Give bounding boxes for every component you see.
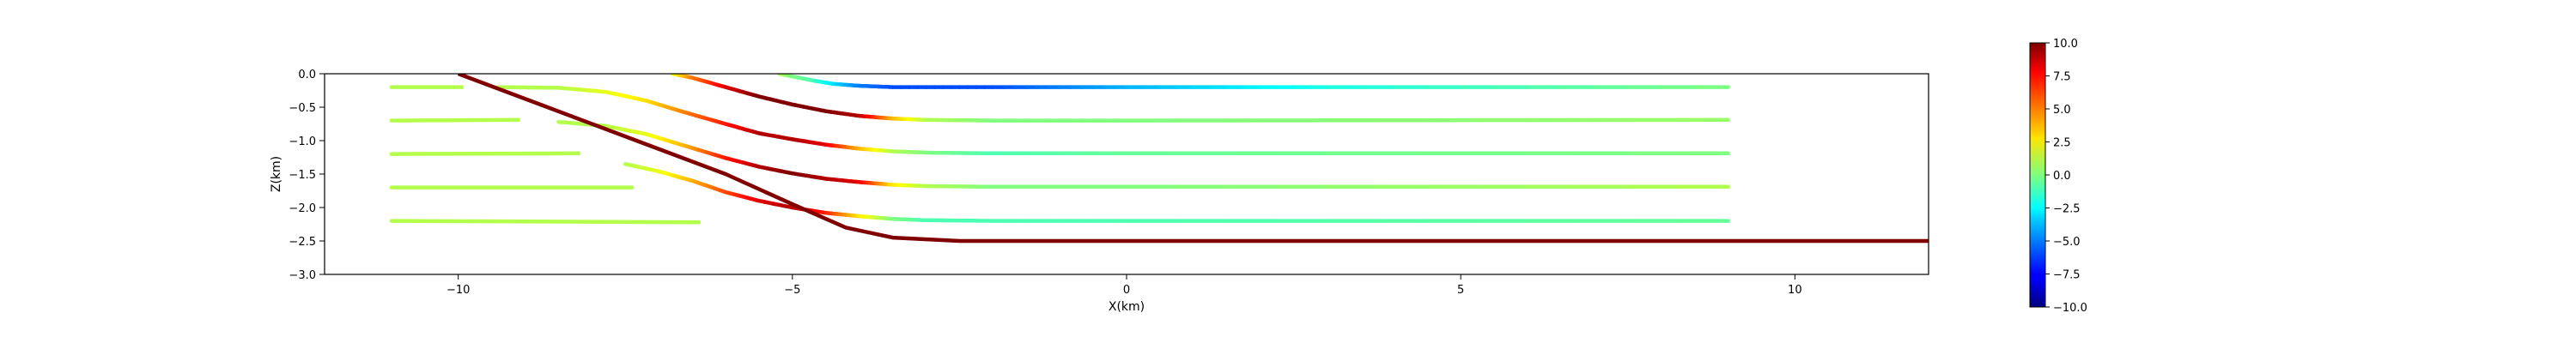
footwall-layer-2: [389, 117, 520, 123]
hanging-wall-layer-1: [496, 85, 1730, 156]
y-tick-label: −1.5: [289, 169, 316, 182]
y-axis-label: Z(km): [270, 156, 283, 192]
colorbar-tick-label: −5.0: [2053, 236, 2081, 249]
hanging-wall-layer-2: [556, 119, 1730, 190]
y-tick-label: −2.5: [289, 236, 316, 249]
hanging-wall-layer-5: [777, 74, 1730, 89]
colorbar-tick-label: 7.5: [2053, 71, 2071, 84]
colorbar-tick-label: 0.0: [2053, 170, 2071, 183]
y-tick-label: 0.0: [298, 69, 316, 81]
y-axis-ticks: 0.0 −0.5 −1.0 −1.5 −2.0 −2.5 −3.0: [289, 69, 325, 282]
x-tick-label: −10: [447, 284, 470, 297]
colorbar: [2029, 42, 2046, 308]
footwall-layer-3: [389, 151, 581, 156]
colorbar-tick-label: 5.0: [2053, 104, 2071, 117]
y-tick-label: −3.0: [289, 269, 316, 282]
hanging-wall-layer-3: [623, 162, 1730, 223]
colorbar-tick-label: 10.0: [2053, 38, 2078, 51]
colorbar-tick-label: −7.5: [2053, 269, 2081, 282]
x-tick-label: 10: [1788, 284, 1802, 297]
colorbar-tick-label: −2.5: [2053, 203, 2081, 216]
fault-line: [457, 74, 1929, 244]
footwall-layer-5: [389, 219, 702, 225]
y-tick-label: −1.0: [289, 135, 316, 148]
colorbar-ticks: 10.0 7.5 5.0 2.5 0.0 −2.5 −5.0 −7.5 −10.0: [2045, 38, 2087, 315]
plot-background: [325, 74, 1929, 274]
x-axis-label: X(km): [1109, 300, 1145, 314]
colorbar-tick-label: −10.0: [2053, 302, 2087, 315]
x-axis-ticks: −10 −5 0 5 10: [447, 274, 1802, 297]
x-tick-label: 5: [1457, 284, 1464, 297]
x-tick-label: −5: [784, 284, 800, 297]
hanging-wall-layer-4: [670, 74, 1730, 123]
y-tick-label: −0.5: [289, 102, 316, 115]
plot-marks: [389, 74, 1929, 244]
x-tick-label: 0: [1123, 284, 1130, 297]
colorbar-tick-label: 2.5: [2053, 137, 2071, 150]
y-tick-label: −2.0: [289, 202, 316, 215]
